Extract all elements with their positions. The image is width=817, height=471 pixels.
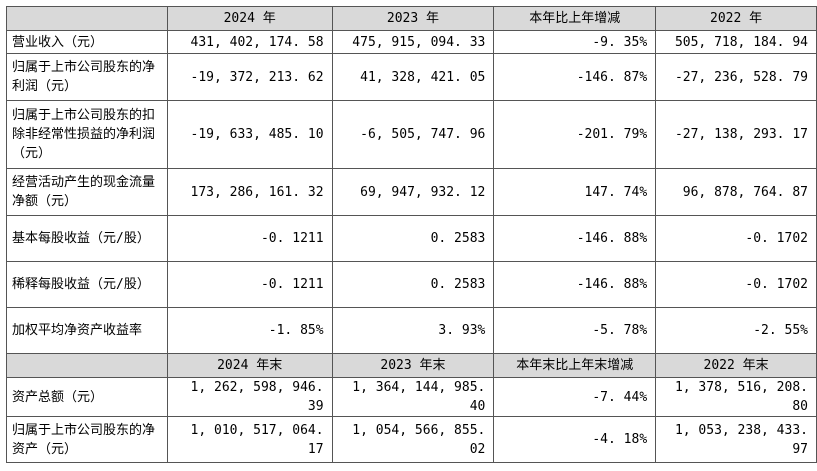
cell-2024: -0. 1211 — [166, 215, 333, 262]
header-2023: 2023 年 — [331, 6, 495, 31]
cell-2022: 96, 878, 764. 87 — [655, 168, 817, 216]
header-2024-end: 2024 年末 — [166, 353, 333, 378]
table-row: 加权平均净资产收益率 -1. 85% 3. 93% -5. 78% -2. 55… — [6, 307, 817, 354]
cell-change: -4. 18% — [493, 416, 657, 463]
row-label: 稀释每股收益（元/股） — [6, 261, 168, 308]
header-2024: 2024 年 — [166, 6, 333, 31]
row-label: 加权平均净资产收益率 — [6, 307, 168, 354]
cell-2023: 0. 2583 — [331, 215, 495, 262]
cell-2023: 69, 947, 932. 12 — [331, 168, 495, 216]
cell-2022: -27, 138, 293. 17 — [655, 100, 817, 169]
cell-2024: 173, 286, 161. 32 — [166, 168, 333, 216]
cell-change: -146. 87% — [493, 53, 657, 101]
cell-2024: 431, 402, 174. 58 — [166, 30, 333, 54]
cell-2024: -19, 633, 485. 10 — [166, 100, 333, 169]
cell-2022: -27, 236, 528. 79 — [655, 53, 817, 101]
header-change-end: 本年末比上年末增减 — [493, 353, 657, 378]
cell-2022: -2. 55% — [655, 307, 817, 354]
row-label: 资产总额（元） — [6, 377, 168, 417]
financial-summary-table: 2024 年 2023 年 本年比上年增减 2022 年 营业收入（元） 431… — [6, 6, 817, 463]
table-row: 归属于上市公司股东的扣除非经常性损益的净利润（元） -19, 633, 485.… — [6, 100, 817, 169]
cell-change: -146. 88% — [493, 261, 657, 308]
cell-2022: 505, 718, 184. 94 — [655, 30, 817, 54]
cell-2022: -0. 1702 — [655, 261, 817, 308]
cell-change: 147. 74% — [493, 168, 657, 216]
cell-2022: 1, 053, 238, 433. 97 — [655, 416, 817, 463]
header-2022: 2022 年 — [655, 6, 817, 31]
table-row: 归属于上市公司股东的净资产（元） 1, 010, 517, 064. 17 1,… — [6, 416, 817, 463]
table-row: 稀释每股收益（元/股） -0. 1211 0. 2583 -146. 88% -… — [6, 261, 817, 308]
table-header-row: 2024 年 2023 年 本年比上年增减 2022 年 — [6, 6, 817, 31]
row-label: 基本每股收益（元/股） — [6, 215, 168, 262]
table-row: 归属于上市公司股东的净利润（元） -19, 372, 213. 62 41, 3… — [6, 53, 817, 101]
row-label: 归属于上市公司股东的净资产（元） — [6, 416, 168, 463]
table-row: 经营活动产生的现金流量净额（元） 173, 286, 161. 32 69, 9… — [6, 168, 817, 216]
cell-2024: 1, 262, 598, 946. 39 — [166, 377, 333, 417]
header-2023-end: 2023 年末 — [331, 353, 495, 378]
cell-2024: -19, 372, 213. 62 — [166, 53, 333, 101]
cell-2023: 3. 93% — [331, 307, 495, 354]
cell-2023: 1, 364, 144, 985. 40 — [331, 377, 495, 417]
cell-2022: 1, 378, 516, 208. 80 — [655, 377, 817, 417]
cell-2023: 1, 054, 566, 855. 02 — [331, 416, 495, 463]
cell-2024: -0. 1211 — [166, 261, 333, 308]
table-row: 营业收入（元） 431, 402, 174. 58 475, 915, 094.… — [6, 30, 817, 54]
cell-change: -9. 35% — [493, 30, 657, 54]
cell-change: -7. 44% — [493, 377, 657, 417]
cell-2023: 41, 328, 421. 05 — [331, 53, 495, 101]
header-change: 本年比上年增减 — [493, 6, 657, 31]
cell-change: -146. 88% — [493, 215, 657, 262]
header-2022-end: 2022 年末 — [655, 353, 817, 378]
cell-2024: -1. 85% — [166, 307, 333, 354]
cell-change: -5. 78% — [493, 307, 657, 354]
cell-2023: 0. 2583 — [331, 261, 495, 308]
cell-2024: 1, 010, 517, 064. 17 — [166, 416, 333, 463]
table-row: 资产总额（元） 1, 262, 598, 946. 39 1, 364, 144… — [6, 377, 817, 417]
cell-2022: -0. 1702 — [655, 215, 817, 262]
row-label: 营业收入（元） — [6, 30, 168, 54]
table-header-row: 2024 年末 2023 年末 本年末比上年末增减 2022 年末 — [6, 353, 817, 378]
header-corner — [6, 353, 168, 378]
header-corner — [6, 6, 168, 31]
row-label: 归属于上市公司股东的净利润（元） — [6, 53, 168, 101]
cell-change: -201. 79% — [493, 100, 657, 169]
table-row: 基本每股收益（元/股） -0. 1211 0. 2583 -146. 88% -… — [6, 215, 817, 262]
cell-2023: -6, 505, 747. 96 — [331, 100, 495, 169]
cell-2023: 475, 915, 094. 33 — [331, 30, 495, 54]
row-label: 经营活动产生的现金流量净额（元） — [6, 168, 168, 216]
row-label: 归属于上市公司股东的扣除非经常性损益的净利润（元） — [6, 100, 168, 169]
